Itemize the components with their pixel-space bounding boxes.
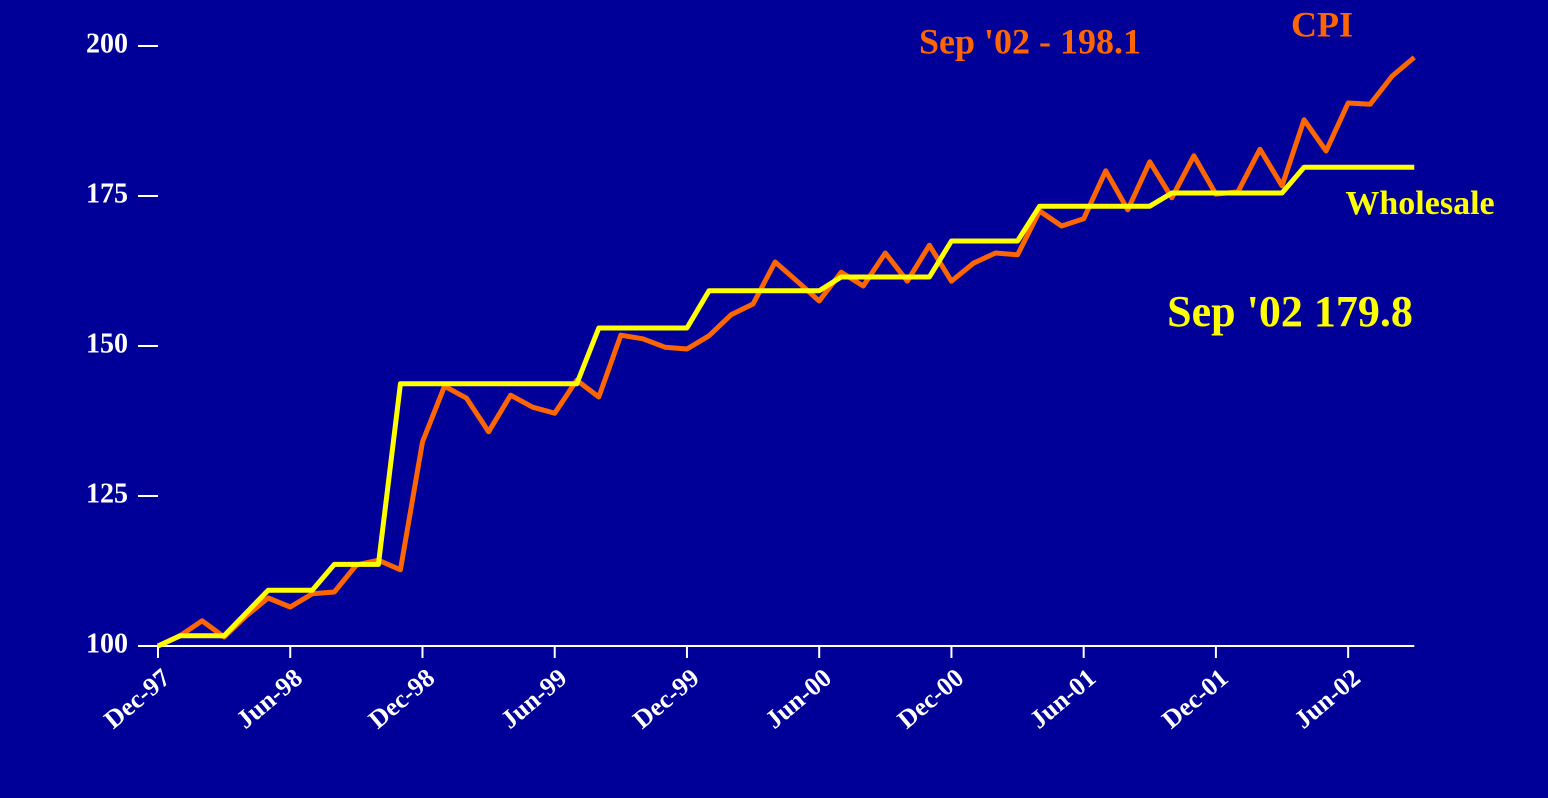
y-tick-label: 125 [86,478,128,509]
series-line [156,164,1415,649]
y-tick-label: 100 [86,628,128,659]
x-tick-label: Jun-02 [1289,663,1366,734]
y-tick-label: 150 [86,328,128,359]
x-tick-label: Dec-01 [1156,663,1233,734]
x-tick-label: Jun-99 [495,663,572,734]
x-tick-label: Dec-00 [892,663,969,734]
x-tick-label: Jun-00 [760,663,837,734]
x-tick-label: Jun-01 [1024,663,1101,734]
x-tick-label: Dec-99 [627,663,704,734]
cpi-legend: CPI [1291,4,1353,44]
x-tick-label: Jun-98 [231,663,308,734]
y-tick-label: 175 [86,178,128,209]
x-tick-label: Dec-97 [98,663,175,734]
wholesale-annotation: Sep '02 179.8 [1167,287,1413,336]
plot: 100 125 150 175 200 Dec-97 Jun-98 Dec-98 Jun-99 D… [86,28,1416,734]
wholesale-legend: Wholesale [1345,185,1494,222]
y-tick-label: 200 [86,28,128,59]
cpi-annotation: Sep '02 - 198.1 [919,21,1141,61]
x-tick-label: Dec-98 [363,663,440,734]
series-line [156,55,1416,649]
